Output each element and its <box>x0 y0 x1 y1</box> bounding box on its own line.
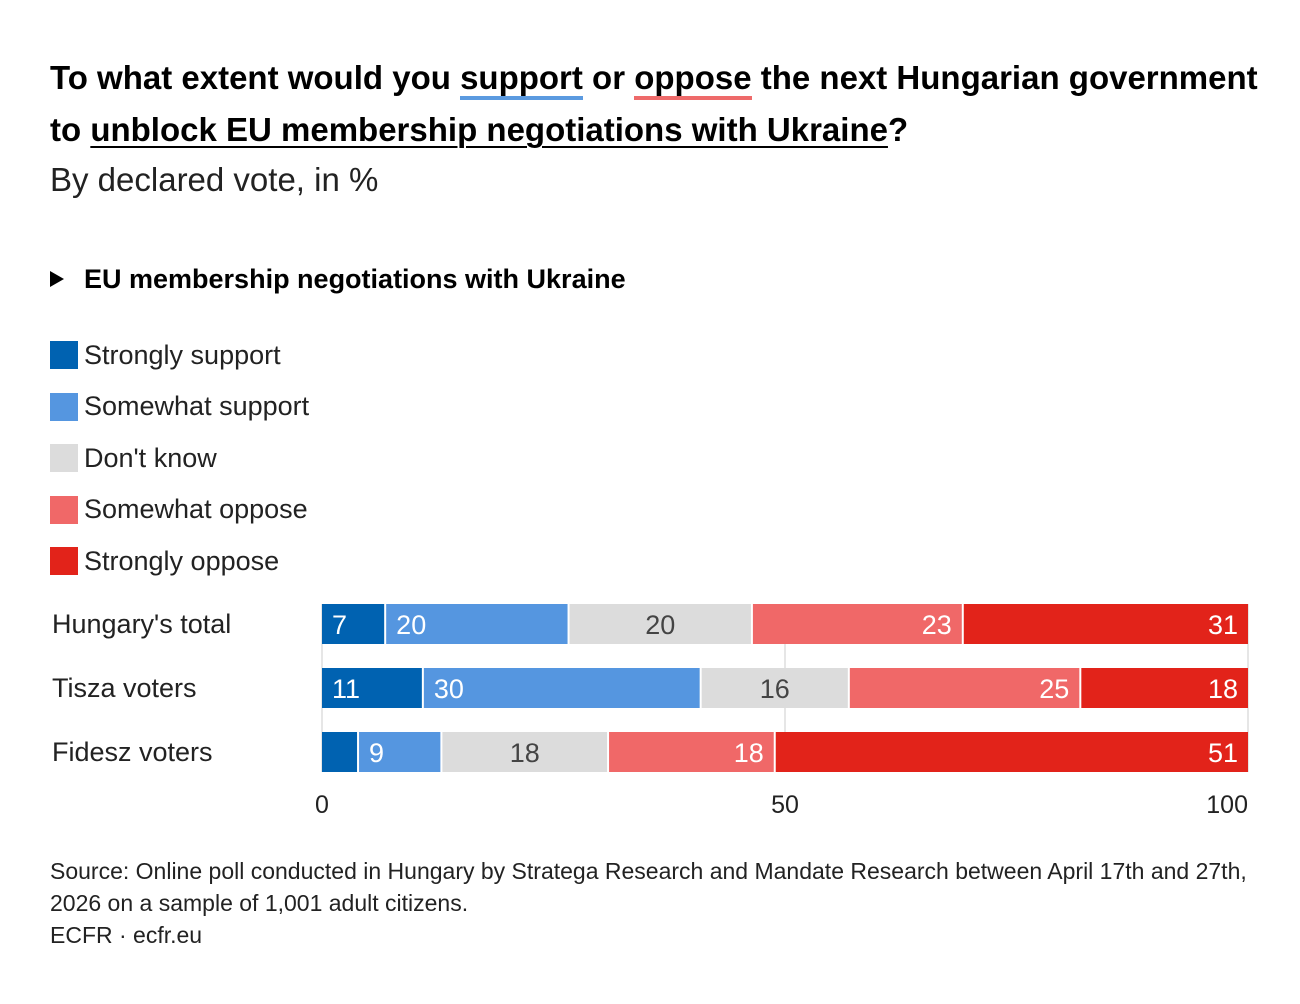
legend: Strongly support Somewhat support Don't kn… <box>50 338 309 596</box>
publisher-credit: ECFR · ecfr.eu <box>50 922 203 948</box>
legend-swatch <box>50 547 78 575</box>
data-label: 23 <box>922 610 952 640</box>
data-label: 7 <box>332 610 347 640</box>
legend-item: Somewhat oppose <box>50 493 309 527</box>
data-label: 18 <box>734 738 764 768</box>
bar-segment <box>423 668 700 708</box>
bar-segment <box>1081 668 1248 708</box>
chart-subtitle: By declared vote, in % <box>50 161 379 198</box>
bar-segment <box>849 668 1080 708</box>
legend-swatch <box>50 341 78 369</box>
legend-label: Somewhat oppose <box>84 494 308 524</box>
x-tick-label: 100 <box>1206 791 1248 819</box>
data-label: 20 <box>396 610 426 640</box>
bar-segment <box>322 732 358 772</box>
bar-segment <box>322 668 422 708</box>
data-label: 16 <box>760 674 790 704</box>
legend-item: Somewhat support <box>50 390 309 424</box>
legend-label: Don't know <box>84 442 217 473</box>
title-topic: unblock EU membership negotiations with … <box>90 111 888 148</box>
bar-segment <box>386 604 568 644</box>
data-label: 18 <box>510 738 540 768</box>
chart-title: To what extent would you support or oppo… <box>50 59 1258 148</box>
data-label: 20 <box>645 610 675 640</box>
legend-label: Strongly support <box>84 339 281 370</box>
data-label: 11 <box>332 674 360 704</box>
data-label: 9 <box>369 738 384 768</box>
legend-swatch <box>50 444 78 472</box>
legend-label: Strongly oppose <box>84 545 280 576</box>
legend-item: Strongly oppose <box>50 544 309 578</box>
legend-swatch <box>50 495 78 524</box>
section-heading: EU membership negotiations with Ukraine <box>50 262 626 296</box>
bar-segment <box>963 604 1248 644</box>
bar-segment <box>359 732 441 772</box>
data-label: 30 <box>434 674 464 704</box>
source-text: Source: Online poll conducted in Hungary… <box>50 858 1247 916</box>
bar-segment <box>609 732 774 772</box>
category-label: Tisza voters <box>52 673 197 703</box>
legend-label: Somewhat support <box>84 391 310 421</box>
legend-item: Strongly support <box>50 338 309 372</box>
bar-segment <box>775 732 1248 772</box>
bar-segment <box>322 604 385 644</box>
title-support-word: support <box>460 59 583 100</box>
x-tick-label: 50 <box>771 791 799 819</box>
category-label: Fidesz voters <box>52 737 213 767</box>
triangle-right-icon <box>50 271 64 287</box>
x-tick-label: 0 <box>315 791 329 819</box>
data-label: 51 <box>1208 738 1238 768</box>
data-label: 18 <box>1208 674 1238 704</box>
section-heading-text: EU membership negotiations with Ukraine <box>84 264 626 294</box>
data-label: 31 <box>1208 610 1238 640</box>
category-label: Hungary's total <box>52 609 232 639</box>
source-note: Source: Online poll conducted in Hungary… <box>50 855 1250 951</box>
legend-item: Don't know <box>50 441 309 475</box>
bar-segment <box>752 604 962 644</box>
bar-segment <box>442 732 608 772</box>
data-label: 25 <box>1039 674 1069 704</box>
bar-segment <box>701 668 848 708</box>
title-oppose-word: oppose <box>634 59 752 100</box>
bar-segment <box>569 604 751 644</box>
legend-swatch <box>50 392 78 421</box>
